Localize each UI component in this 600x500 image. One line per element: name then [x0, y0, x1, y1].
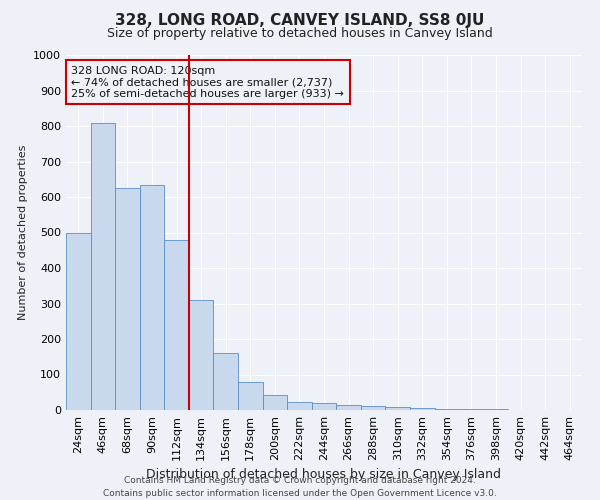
Bar: [312, 403, 336, 410]
Text: Size of property relative to detached houses in Canvey Island: Size of property relative to detached ho…: [107, 28, 493, 40]
Y-axis label: Number of detached properties: Number of detached properties: [17, 145, 28, 320]
Bar: [434, 409, 459, 410]
Text: 328, LONG ROAD, CANVEY ISLAND, SS8 0JU: 328, LONG ROAD, CANVEY ISLAND, SS8 0JU: [115, 12, 485, 28]
Bar: [336, 406, 361, 410]
Bar: [140, 184, 164, 410]
Bar: [238, 382, 263, 410]
Text: 328 LONG ROAD: 120sqm
← 74% of detached houses are smaller (2,737)
25% of semi-d: 328 LONG ROAD: 120sqm ← 74% of detached …: [71, 66, 344, 99]
Bar: [361, 406, 385, 410]
Bar: [263, 394, 287, 410]
Bar: [410, 408, 434, 410]
Text: Contains HM Land Registry data © Crown copyright and database right 2024.
Contai: Contains HM Land Registry data © Crown c…: [103, 476, 497, 498]
Bar: [115, 188, 140, 410]
Bar: [91, 123, 115, 410]
Bar: [214, 353, 238, 410]
Bar: [287, 402, 312, 410]
X-axis label: Distribution of detached houses by size in Canvey Island: Distribution of detached houses by size …: [146, 468, 502, 481]
Bar: [66, 232, 91, 410]
Bar: [164, 240, 189, 410]
Bar: [189, 300, 214, 410]
Bar: [385, 407, 410, 410]
